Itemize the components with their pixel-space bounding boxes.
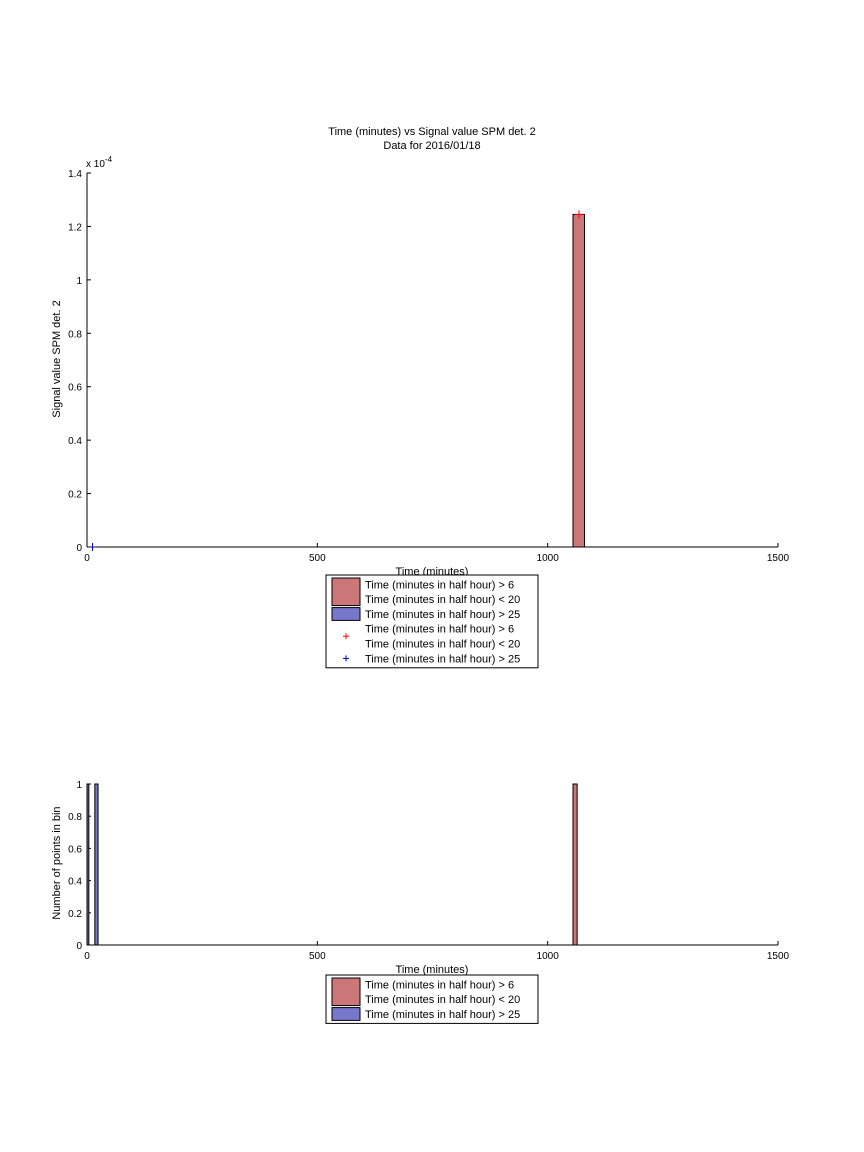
- bottom-chart: 0 500 1000 1500 0 0.2 0.4 0.6 0.8 1 Time (minutes…: [51, 780, 790, 1024]
- x-axis-label: Time (minutes): [396, 964, 469, 976]
- x-tick-label: 1500: [767, 553, 790, 564]
- plus-marker: [88, 543, 97, 551]
- x-tick-label: 500: [309, 553, 326, 564]
- histogram-bar: [86, 783, 90, 946]
- y-axis-label: Number of points in bin: [51, 806, 63, 919]
- y-tick-label: 0.2: [68, 490, 82, 501]
- legend-label: Time (minutes in half hour) > 25: [365, 1009, 520, 1021]
- bottom-plot-marks: [86, 783, 578, 946]
- y-tick-label: 0.4: [68, 436, 82, 447]
- y-tick-label: 0: [76, 941, 82, 952]
- y-exponent-power: -4: [105, 155, 113, 164]
- y-tick-label: 0.6: [68, 383, 82, 394]
- chart-subtitle: Data for 2016/01/18: [383, 140, 480, 152]
- legend-box: [325, 574, 539, 669]
- y-tick-label: 1: [76, 780, 82, 791]
- y-tick-label: 1: [76, 276, 82, 287]
- x-tick-label: 0: [84, 553, 90, 564]
- y-tick-label: 0.4: [68, 877, 82, 888]
- legend-label: Time (minutes in half hour) > 25: [365, 653, 520, 665]
- top-axes: 0 500 1000 1500 0 0.2 0.4 0.6 0.8 1 1.2 1.4: [68, 169, 789, 564]
- legend-label: Time (minutes in half hour) < 20: [365, 639, 520, 651]
- plus-marker: [574, 210, 583, 219]
- y-tick-label: 0.8: [68, 329, 82, 340]
- top-plot-marks: [88, 210, 586, 551]
- y-tick-label: 0: [76, 543, 82, 554]
- top-chart: Time (minutes) vs Signal value SPM det. …: [51, 126, 790, 669]
- y-tick-label: 0.6: [68, 844, 82, 855]
- legend-label: Time (minutes in half hour) > 25: [365, 609, 520, 621]
- legend-label: Time (minutes in half hour) > 6: [365, 579, 514, 591]
- y-axis-label: Signal value SPM det. 2: [51, 300, 63, 417]
- x-tick-label: 1000: [537, 553, 560, 564]
- bottom-legend: Time (minutes in half hour) > 6 Time (min…: [325, 974, 539, 1024]
- legend-swatch: [331, 607, 361, 621]
- chart-title: Time (minutes) vs Signal value SPM det. …: [328, 126, 535, 138]
- legend-marker: [343, 655, 349, 662]
- legend-label: Time (minutes in half hour) > 6: [365, 979, 514, 991]
- y-exponent-base: x 10: [86, 159, 105, 170]
- legend-swatch: [331, 977, 361, 1007]
- x-tick-label: 1500: [767, 951, 790, 962]
- y-tick-label: 1.2: [68, 222, 82, 233]
- bottom-axes: 0 500 1000 1500 0 0.2 0.4 0.6 0.8 1: [68, 780, 789, 962]
- histogram-bar: [94, 783, 99, 946]
- histogram-bar: [572, 783, 578, 946]
- legend-swatch: [331, 577, 361, 607]
- legend-marker: [343, 633, 349, 640]
- y-tick-label: 0.2: [68, 909, 82, 920]
- y-tick-label: 1.4: [68, 169, 82, 180]
- x-tick-label: 500: [309, 951, 326, 962]
- y-exponent-label: x 10-4: [86, 155, 113, 170]
- legend-box: [325, 974, 539, 1024]
- top-legend: Time (minutes in half hour) > 6 Time (min…: [325, 574, 539, 669]
- y-tick-label: 0.8: [68, 812, 82, 823]
- x-tick-label: 0: [84, 951, 90, 962]
- legend-label: Time (minutes in half hour) < 20: [365, 594, 520, 606]
- histogram-bar: [572, 213, 586, 548]
- x-tick-label: 1000: [537, 951, 560, 962]
- legend-label: Time (minutes in half hour) > 6: [365, 624, 514, 636]
- legend-label: Time (minutes in half hour) < 20: [365, 994, 520, 1006]
- legend-swatch: [331, 1007, 361, 1021]
